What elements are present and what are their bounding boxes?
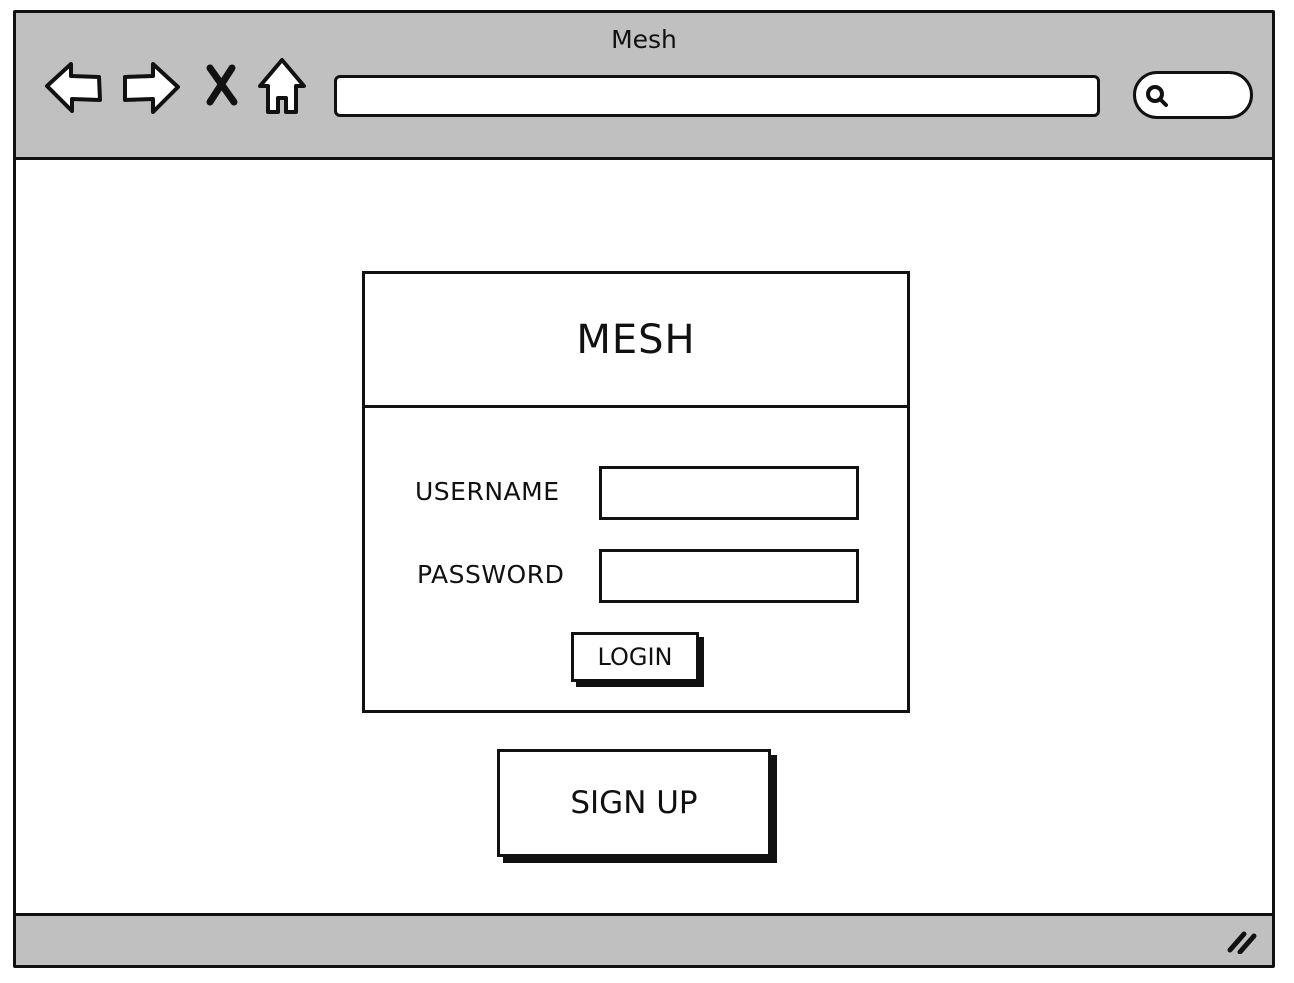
- back-arrow-icon: [45, 62, 102, 113]
- password-label: PASSWORD: [417, 560, 565, 589]
- username-input[interactable]: [599, 466, 859, 520]
- login-button[interactable]: LOGIN: [571, 632, 699, 682]
- page-content: MESH USERNAME PASSWORD LOGIN SIGN UP: [16, 160, 1272, 916]
- resize-grip-icon[interactable]: [1226, 928, 1258, 954]
- home-button[interactable]: [256, 56, 308, 118]
- forward-arrow-icon: [123, 62, 180, 114]
- stop-x-icon: [206, 64, 238, 106]
- brand-title: MESH: [576, 316, 696, 363]
- login-header: MESH: [365, 274, 907, 408]
- search-icon: [1146, 85, 1168, 107]
- username-label: USERNAME: [415, 477, 560, 506]
- browser-window: Mesh: [13, 10, 1275, 968]
- back-button[interactable]: [43, 56, 105, 118]
- stop-button[interactable]: [202, 56, 242, 118]
- home-icon: [258, 58, 306, 114]
- window-title: Mesh: [611, 25, 677, 54]
- login-panel: MESH USERNAME PASSWORD LOGIN: [362, 271, 910, 713]
- forward-button[interactable]: [120, 56, 182, 118]
- url-bar[interactable]: [334, 75, 1100, 117]
- search-box[interactable]: [1133, 71, 1253, 119]
- status-bar: [16, 913, 1272, 965]
- browser-titlebar: Mesh: [16, 13, 1272, 160]
- password-input[interactable]: [599, 549, 859, 603]
- signup-button[interactable]: SIGN UP: [497, 749, 771, 857]
